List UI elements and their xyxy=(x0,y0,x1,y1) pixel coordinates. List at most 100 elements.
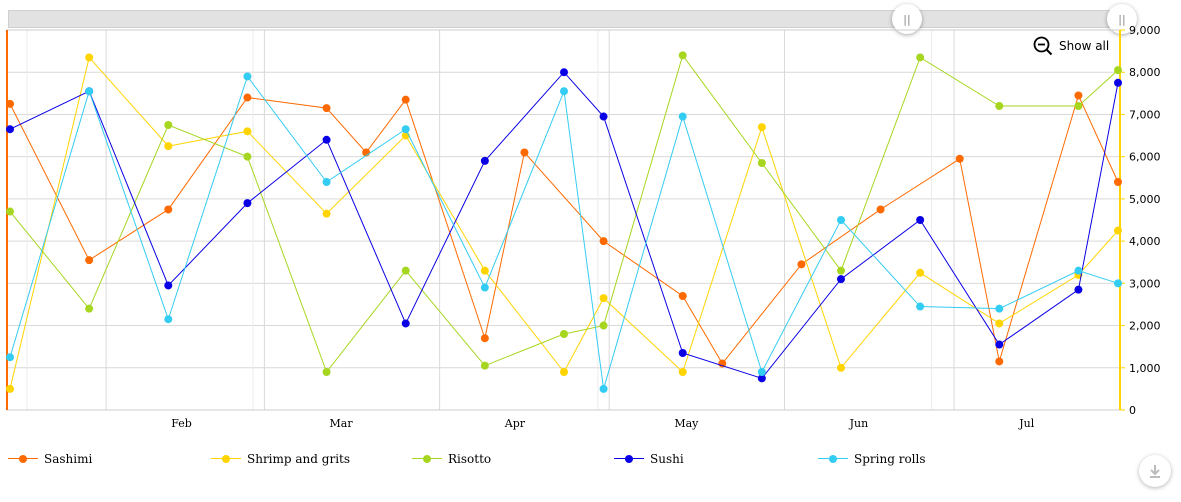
data-point[interactable] xyxy=(480,266,489,275)
data-point[interactable] xyxy=(1074,102,1083,110)
data-point[interactable] xyxy=(599,384,608,393)
data-point[interactable] xyxy=(678,349,687,357)
data-point[interactable] xyxy=(480,156,489,165)
data-point[interactable] xyxy=(1074,285,1083,294)
data-point[interactable] xyxy=(678,292,687,300)
show-all-button[interactable]: Show all xyxy=(1033,36,1109,56)
data-point[interactable] xyxy=(243,152,252,161)
scrollbar-left-handle[interactable]: || xyxy=(892,4,922,34)
data-point[interactable] xyxy=(243,72,252,81)
data-point[interactable] xyxy=(164,142,173,151)
data-point[interactable] xyxy=(401,319,410,328)
data-point[interactable] xyxy=(560,68,568,77)
y-tick-label: 0 xyxy=(1129,404,1136,417)
data-point[interactable] xyxy=(322,368,331,376)
legend-item-shrimp-and-grits[interactable]: Shrimp and grits xyxy=(211,452,350,466)
data-point[interactable] xyxy=(480,334,489,343)
data-point[interactable] xyxy=(837,275,845,284)
series-risotto xyxy=(6,51,1122,376)
data-point[interactable] xyxy=(916,216,925,224)
data-point[interactable] xyxy=(322,104,331,113)
data-point[interactable] xyxy=(6,125,14,134)
legend-item-sushi[interactable]: Sushi xyxy=(614,452,684,466)
data-point[interactable] xyxy=(322,135,331,144)
legend-label: Sushi xyxy=(650,452,684,466)
data-point[interactable] xyxy=(6,353,14,362)
data-point[interactable] xyxy=(916,53,925,62)
y-tick-label: 1,000 xyxy=(1129,362,1161,375)
data-point[interactable] xyxy=(916,268,925,277)
data-point[interactable] xyxy=(995,357,1004,366)
data-point[interactable] xyxy=(164,281,173,290)
data-point[interactable] xyxy=(243,93,252,102)
download-button[interactable] xyxy=(1139,455,1171,487)
data-point[interactable] xyxy=(995,102,1004,110)
data-point[interactable] xyxy=(1114,226,1122,235)
legend-item-risotto[interactable]: Risotto xyxy=(412,452,491,466)
data-point[interactable] xyxy=(599,321,608,330)
data-point[interactable] xyxy=(560,330,568,338)
data-point[interactable] xyxy=(995,304,1004,313)
data-point[interactable] xyxy=(757,374,766,383)
data-point[interactable] xyxy=(995,319,1004,328)
data-point[interactable] xyxy=(401,125,410,134)
data-point[interactable] xyxy=(1114,78,1122,87)
data-point[interactable] xyxy=(837,266,845,275)
data-point[interactable] xyxy=(718,359,727,368)
data-point[interactable] xyxy=(837,216,845,224)
data-point[interactable] xyxy=(757,123,766,132)
data-point[interactable] xyxy=(678,368,687,376)
handle-grip-icon: || xyxy=(903,12,911,26)
data-point[interactable] xyxy=(757,159,766,167)
data-point[interactable] xyxy=(1114,279,1122,288)
data-point[interactable] xyxy=(6,384,14,393)
series-sushi xyxy=(6,68,1122,383)
data-point[interactable] xyxy=(560,368,568,376)
data-point[interactable] xyxy=(678,51,687,60)
data-point[interactable] xyxy=(401,95,410,104)
data-point[interactable] xyxy=(480,361,489,370)
data-point[interactable] xyxy=(322,178,331,186)
data-point[interactable] xyxy=(837,363,845,372)
data-point[interactable] xyxy=(164,205,173,214)
series-sashimi xyxy=(6,91,1122,368)
data-point[interactable] xyxy=(560,87,568,96)
legend-item-spring-rolls[interactable]: Spring rolls xyxy=(818,452,926,466)
x-tick-label: Jun xyxy=(849,417,869,430)
data-point[interactable] xyxy=(6,99,14,108)
data-point[interactable] xyxy=(916,302,925,311)
data-point[interactable] xyxy=(520,148,529,157)
data-point[interactable] xyxy=(243,199,252,208)
data-point[interactable] xyxy=(322,209,331,218)
data-point[interactable] xyxy=(85,304,94,313)
data-point[interactable] xyxy=(85,256,94,265)
data-point[interactable] xyxy=(678,112,687,121)
data-point[interactable] xyxy=(1114,66,1122,75)
data-point[interactable] xyxy=(164,121,173,129)
tick-labels: 0 1,000 2,000 3,000 4,000 5,000 6,000 7,000 8,00… xyxy=(171,24,1160,430)
data-point[interactable] xyxy=(955,154,964,163)
data-point[interactable] xyxy=(1114,178,1122,186)
show-all-label: Show all xyxy=(1059,39,1110,53)
legend-marker-icon xyxy=(412,452,442,466)
data-point[interactable] xyxy=(876,205,885,214)
data-point[interactable] xyxy=(599,294,608,303)
data-point[interactable] xyxy=(757,368,766,376)
legend-item-sashimi[interactable]: Sashimi xyxy=(8,452,92,466)
scrollbar-right-handle[interactable]: || xyxy=(1107,4,1137,34)
data-point[interactable] xyxy=(85,53,94,62)
data-point[interactable] xyxy=(243,127,252,136)
data-point[interactable] xyxy=(995,340,1004,349)
data-point[interactable] xyxy=(1074,91,1083,100)
data-point[interactable] xyxy=(1074,266,1083,275)
data-point[interactable] xyxy=(85,87,94,96)
data-point[interactable] xyxy=(599,112,608,121)
data-point[interactable] xyxy=(401,266,410,275)
zoom-out-icon xyxy=(1033,36,1053,56)
data-point[interactable] xyxy=(599,237,608,246)
data-point[interactable] xyxy=(6,207,14,216)
data-point[interactable] xyxy=(164,315,173,324)
data-point[interactable] xyxy=(480,283,489,292)
data-point[interactable] xyxy=(797,260,806,269)
legend-label: Shrimp and grits xyxy=(247,452,351,466)
